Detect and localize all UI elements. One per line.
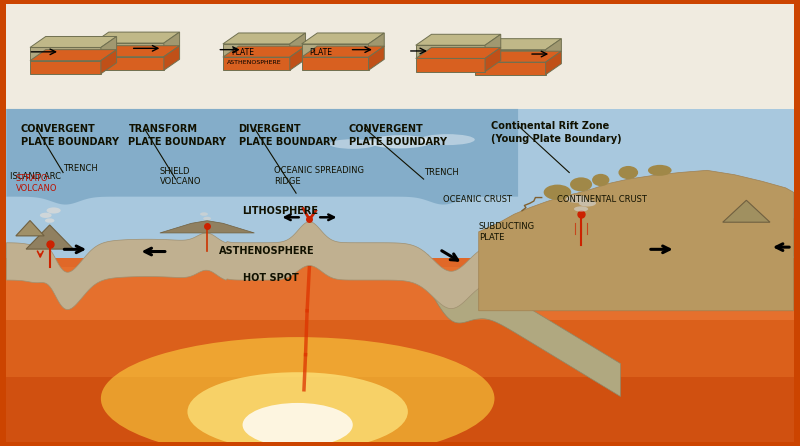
Text: TRENCH: TRENCH [424, 168, 458, 177]
Polygon shape [302, 46, 384, 57]
Ellipse shape [40, 213, 52, 218]
Text: PLATE: PLATE [310, 48, 333, 58]
Text: HOT SPOT: HOT SPOT [242, 273, 298, 283]
Text: SHIELD
VOLCANO: SHIELD VOLCANO [160, 167, 202, 186]
Text: DIVERGENT
PLATE BOUNDARY: DIVERGENT PLATE BOUNDARY [238, 124, 337, 147]
Ellipse shape [200, 212, 208, 216]
Ellipse shape [45, 219, 54, 223]
Polygon shape [93, 45, 179, 57]
Text: CONVERGENT
PLATE BOUNDARY: CONVERGENT PLATE BOUNDARY [21, 124, 118, 147]
Polygon shape [416, 58, 485, 72]
Polygon shape [101, 37, 117, 61]
Bar [6, 4, 794, 109]
Ellipse shape [187, 372, 408, 446]
Ellipse shape [420, 134, 474, 145]
Ellipse shape [101, 337, 494, 446]
Polygon shape [223, 33, 306, 44]
Polygon shape [160, 221, 254, 233]
Polygon shape [30, 47, 101, 61]
Ellipse shape [203, 217, 211, 220]
Text: PLATE: PLATE [230, 48, 254, 58]
Text: LITHOSPHERE: LITHOSPHERE [242, 206, 318, 216]
Polygon shape [6, 214, 794, 310]
Polygon shape [302, 33, 384, 44]
Ellipse shape [369, 135, 431, 149]
Polygon shape [302, 57, 369, 70]
Ellipse shape [242, 403, 353, 446]
Polygon shape [30, 37, 117, 47]
Text: ASTHENOSPHERE: ASTHENOSPHERE [219, 246, 314, 256]
Polygon shape [223, 46, 306, 57]
Polygon shape [369, 33, 384, 57]
Polygon shape [722, 200, 770, 222]
Polygon shape [30, 61, 101, 74]
Polygon shape [101, 50, 117, 74]
Polygon shape [546, 51, 562, 74]
Polygon shape [474, 50, 546, 62]
Ellipse shape [648, 165, 671, 176]
Bar [6, 258, 794, 442]
Text: TRANSFORM
PLATE BOUNDARY: TRANSFORM PLATE BOUNDARY [129, 124, 226, 147]
Polygon shape [302, 44, 369, 57]
Polygon shape [474, 62, 546, 74]
Polygon shape [93, 57, 164, 70]
Ellipse shape [566, 195, 586, 203]
Polygon shape [416, 47, 501, 58]
Polygon shape [6, 109, 518, 205]
Polygon shape [26, 225, 74, 249]
Polygon shape [30, 50, 117, 61]
Polygon shape [478, 170, 794, 311]
Text: CONTINENTAL CRUST: CONTINENTAL CRUST [558, 195, 647, 204]
Bar [6, 267, 794, 376]
Polygon shape [93, 43, 164, 57]
Bar [6, 109, 794, 311]
Polygon shape [474, 39, 562, 50]
Polygon shape [485, 34, 501, 58]
Ellipse shape [618, 166, 638, 179]
Polygon shape [290, 46, 306, 70]
Ellipse shape [570, 178, 592, 191]
Ellipse shape [578, 200, 596, 206]
Polygon shape [290, 33, 306, 57]
Polygon shape [474, 51, 562, 62]
Text: Continental Rift Zone
(Young Plate Boundary): Continental Rift Zone (Young Plate Bound… [490, 121, 621, 144]
Bar [6, 258, 794, 319]
Polygon shape [223, 44, 290, 57]
Polygon shape [416, 34, 501, 45]
Text: OCEANIC CRUST: OCEANIC CRUST [443, 195, 512, 204]
Text: SUBDUCTING
PLATE: SUBDUCTING PLATE [478, 222, 535, 242]
Ellipse shape [574, 206, 588, 211]
Polygon shape [16, 220, 44, 236]
Text: TRENCH: TRENCH [63, 164, 98, 173]
Text: ISLAND ARC: ISLAND ARC [10, 172, 62, 181]
Ellipse shape [46, 207, 61, 214]
Polygon shape [164, 32, 179, 57]
Text: OCEANIC SPREADING
RIDGE: OCEANIC SPREADING RIDGE [274, 166, 364, 186]
Polygon shape [416, 45, 485, 58]
Polygon shape [427, 254, 621, 396]
Polygon shape [164, 45, 179, 70]
Polygon shape [223, 57, 290, 70]
Ellipse shape [544, 185, 571, 200]
Polygon shape [485, 47, 501, 72]
Text: CONVERGENT
PLATE BOUNDARY: CONVERGENT PLATE BOUNDARY [349, 124, 447, 147]
Polygon shape [546, 39, 562, 62]
Text: STRATO-
VOLCANO: STRATO- VOLCANO [16, 174, 58, 194]
Polygon shape [369, 46, 384, 70]
Text: ASTHENOSPHERE: ASTHENOSPHERE [227, 60, 282, 65]
Ellipse shape [592, 174, 610, 186]
Polygon shape [93, 32, 179, 43]
Ellipse shape [329, 139, 376, 149]
